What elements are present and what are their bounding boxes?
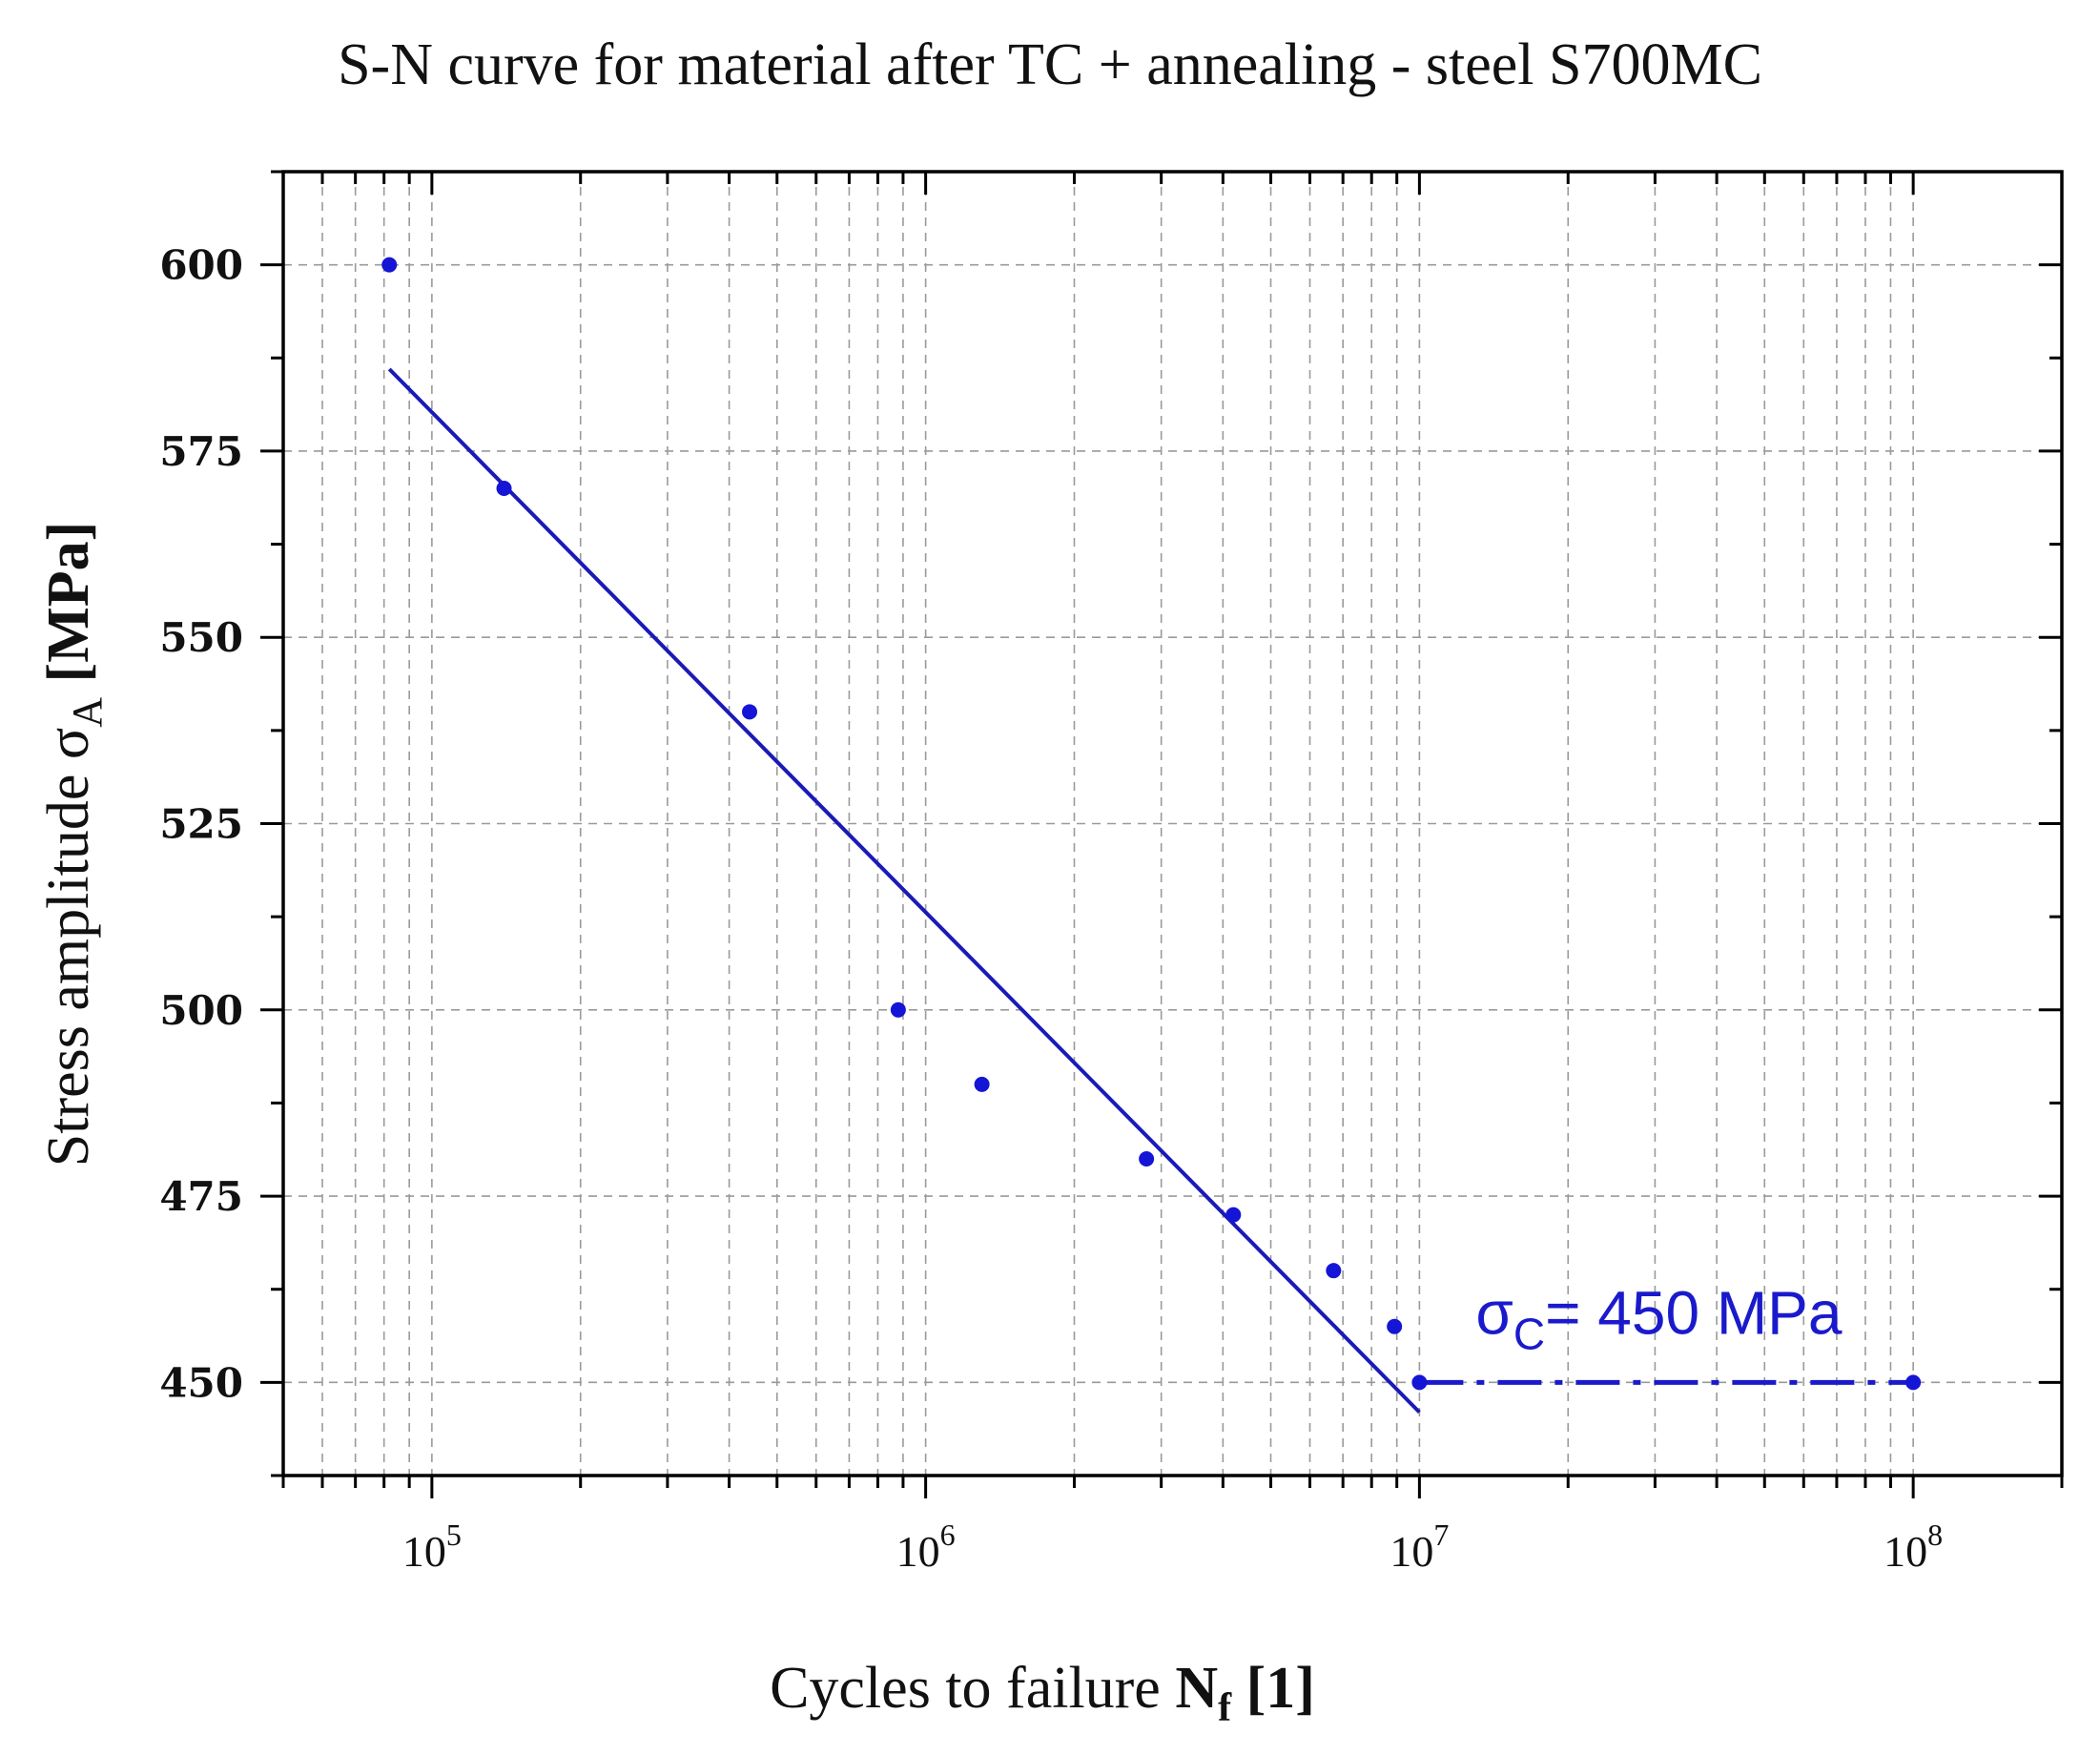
x-axis-title-unit: [1]: [1231, 1656, 1315, 1721]
x-tick-label: 108: [1884, 1518, 1943, 1576]
axes: [260, 170, 2064, 1498]
y-tick-label: 600: [159, 242, 243, 289]
y-axis-title-main: Stress amplitude σ: [36, 728, 101, 1167]
annotation-subscript: C: [1513, 1310, 1545, 1359]
x-tick-label-exponent: 7: [1433, 1518, 1449, 1552]
x-tick-label-exponent: 6: [940, 1518, 956, 1552]
data-point: [1139, 1151, 1155, 1167]
data-point: [974, 1076, 990, 1092]
x-tick-label-base: 10: [402, 1527, 446, 1576]
x-tick-label: 105: [402, 1518, 462, 1576]
y-tick-label: 550: [159, 614, 243, 661]
annotation-text: = 450 MPa: [1545, 1279, 1843, 1348]
y-tick-label: 525: [159, 801, 243, 848]
x-tick-label-base: 10: [1390, 1527, 1433, 1576]
x-axis-title: Cycles to failure Nf [1]: [770, 1656, 1315, 1730]
y-axis-title-unit: [MPa]: [36, 522, 101, 697]
data-point: [1905, 1374, 1922, 1391]
x-tick-label: 106: [896, 1518, 956, 1576]
fatigue-limit-annotation: σC= 450 MPa: [1475, 1279, 1842, 1359]
annotation-symbol: σ: [1475, 1279, 1513, 1348]
y-tick-label: 450: [159, 1359, 243, 1406]
data-point: [381, 257, 398, 273]
data-point: [742, 704, 758, 720]
x-tick-label-base: 10: [896, 1527, 940, 1576]
y-axis-title-subscript: A: [64, 697, 111, 728]
data-point: [496, 480, 512, 496]
plot-series: [381, 257, 1922, 1414]
data-point: [1387, 1318, 1403, 1334]
y-tick-label: 575: [159, 428, 243, 475]
y-tick-label: 475: [159, 1173, 243, 1220]
x-axis-title-symbol: N: [1175, 1656, 1218, 1721]
y-tick-label: 500: [159, 987, 243, 1034]
x-axis-title-subscript: f: [1218, 1686, 1232, 1730]
data-point: [1225, 1207, 1242, 1223]
data-point: [890, 1001, 906, 1018]
chart-title: S-N curve for material after TC + anneal…: [338, 32, 1762, 97]
data-point: [1326, 1263, 1342, 1279]
x-tick-label-exponent: 5: [446, 1518, 462, 1552]
y-axis-title: Stress amplitude σA [MPa]: [36, 522, 111, 1167]
grid: [283, 172, 2062, 1476]
x-tick-label: 107: [1390, 1518, 1449, 1576]
x-tick-label-base: 10: [1884, 1527, 1927, 1576]
data-point: [1411, 1374, 1428, 1391]
x-axis-title-main: Cycles to failure: [770, 1656, 1175, 1721]
x-tick-label-exponent: 8: [1927, 1518, 1943, 1552]
fit-line: [387, 367, 1421, 1414]
